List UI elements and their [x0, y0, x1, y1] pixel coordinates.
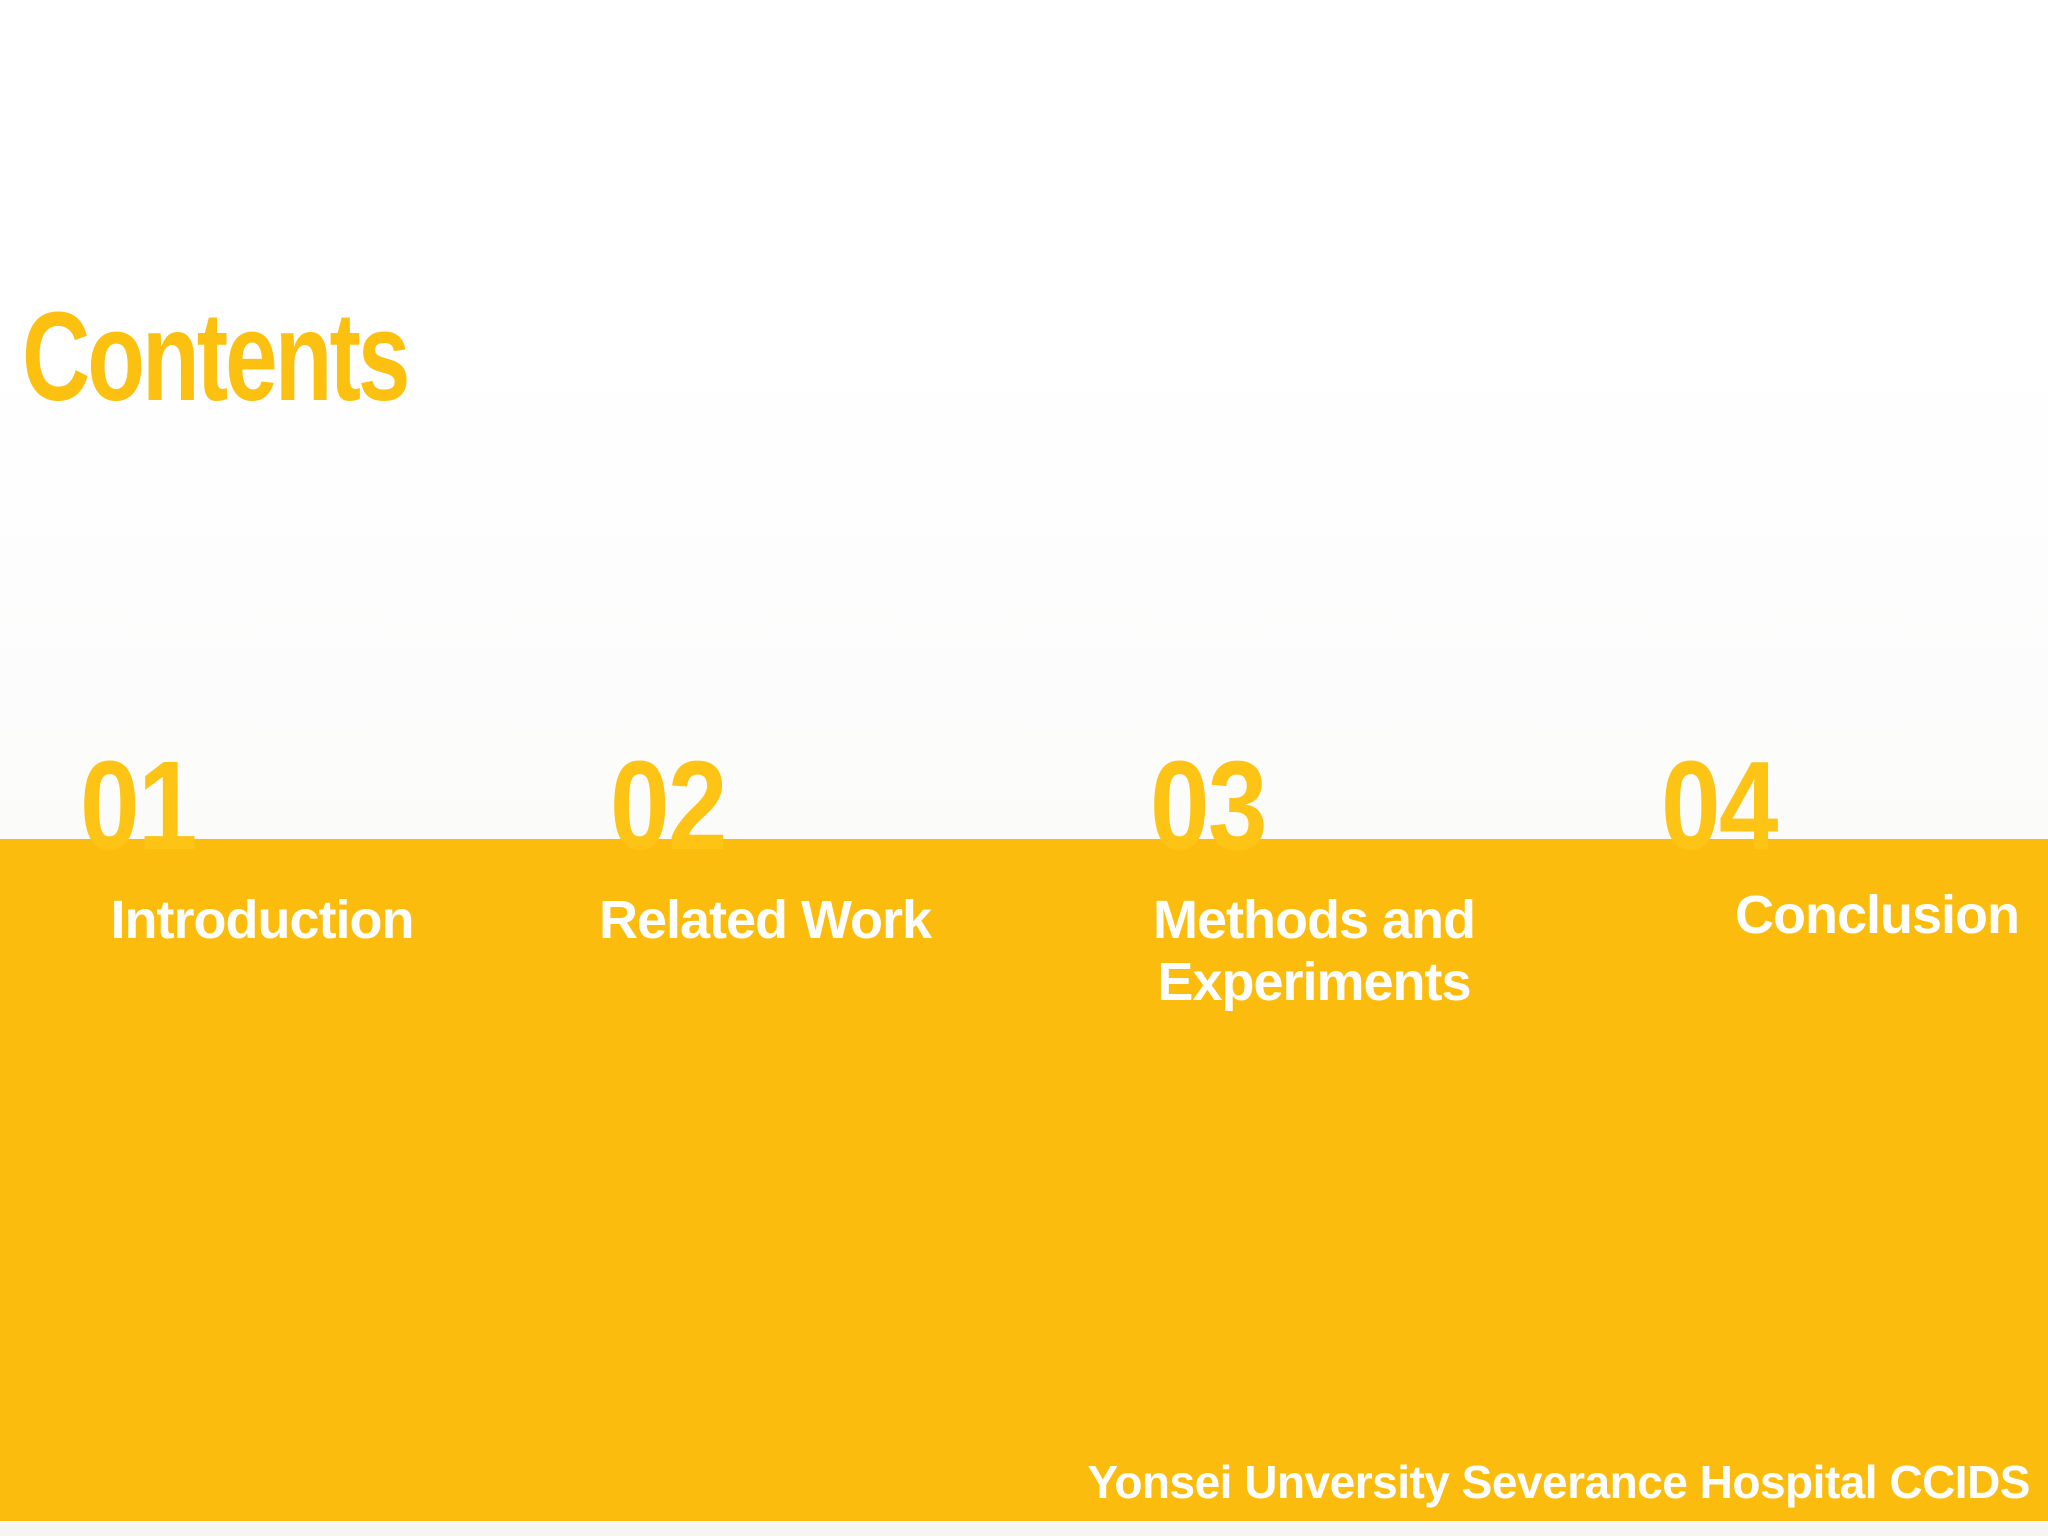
slide-title: Contents [22, 286, 410, 427]
toc-label-related-work: Related Work [598, 890, 932, 950]
toc-number-03: 03 [1150, 735, 1267, 876]
toc-label-introduction: Introduction [110, 890, 415, 950]
toc-number-02: 02 [610, 735, 727, 876]
toc-number-01: 01 [80, 735, 197, 876]
bottom-strip [0, 1521, 2048, 1536]
toc-number-04: 04 [1661, 735, 1778, 876]
toc-label-methods-and-experiments: Methods and Experiments [1153, 890, 1476, 1012]
footer-credit: Yonsei Unversity Severance Hospital CCID… [1087, 1456, 2031, 1508]
toc-label-conclusion: Conclusion [1735, 885, 2020, 945]
accent-band [0, 839, 2048, 1521]
